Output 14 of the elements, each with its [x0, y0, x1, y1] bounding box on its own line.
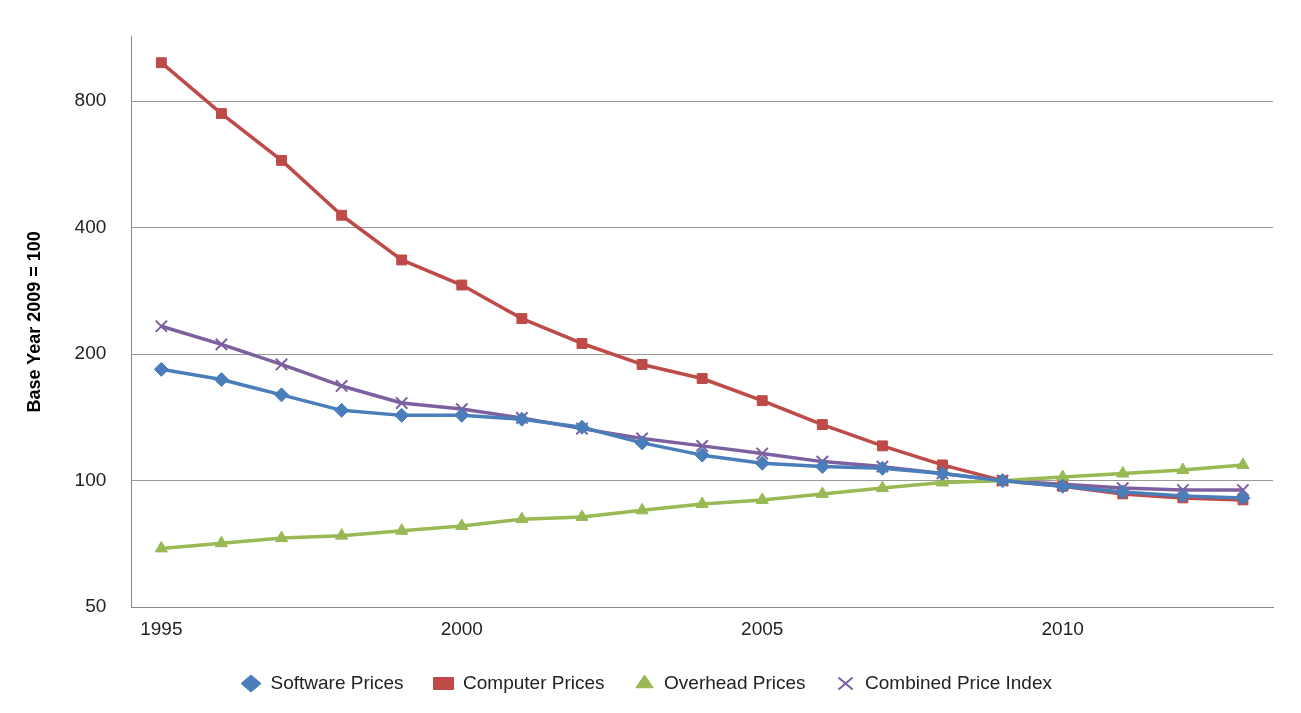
legend-label: Combined Price Index	[865, 671, 1053, 693]
x-tick-label: 2010	[1041, 617, 1084, 639]
x-tick-label: 2005	[741, 617, 784, 639]
legend-label: Overhead Prices	[664, 671, 806, 693]
y-tick-label: 800	[74, 89, 107, 111]
y-tick-label: 100	[74, 468, 107, 490]
y-tick-label: 50	[85, 595, 107, 617]
y-axis-title: Base Year 2009 = 100	[23, 231, 44, 413]
legend-label: Software Prices	[270, 671, 404, 693]
y-tick-label: 400	[74, 215, 107, 237]
legend-label: Computer Prices	[463, 671, 605, 693]
y-tick-label: 200	[74, 342, 107, 364]
x-tick-label: 1995	[140, 617, 183, 639]
x-tick-label: 2000	[440, 617, 483, 639]
